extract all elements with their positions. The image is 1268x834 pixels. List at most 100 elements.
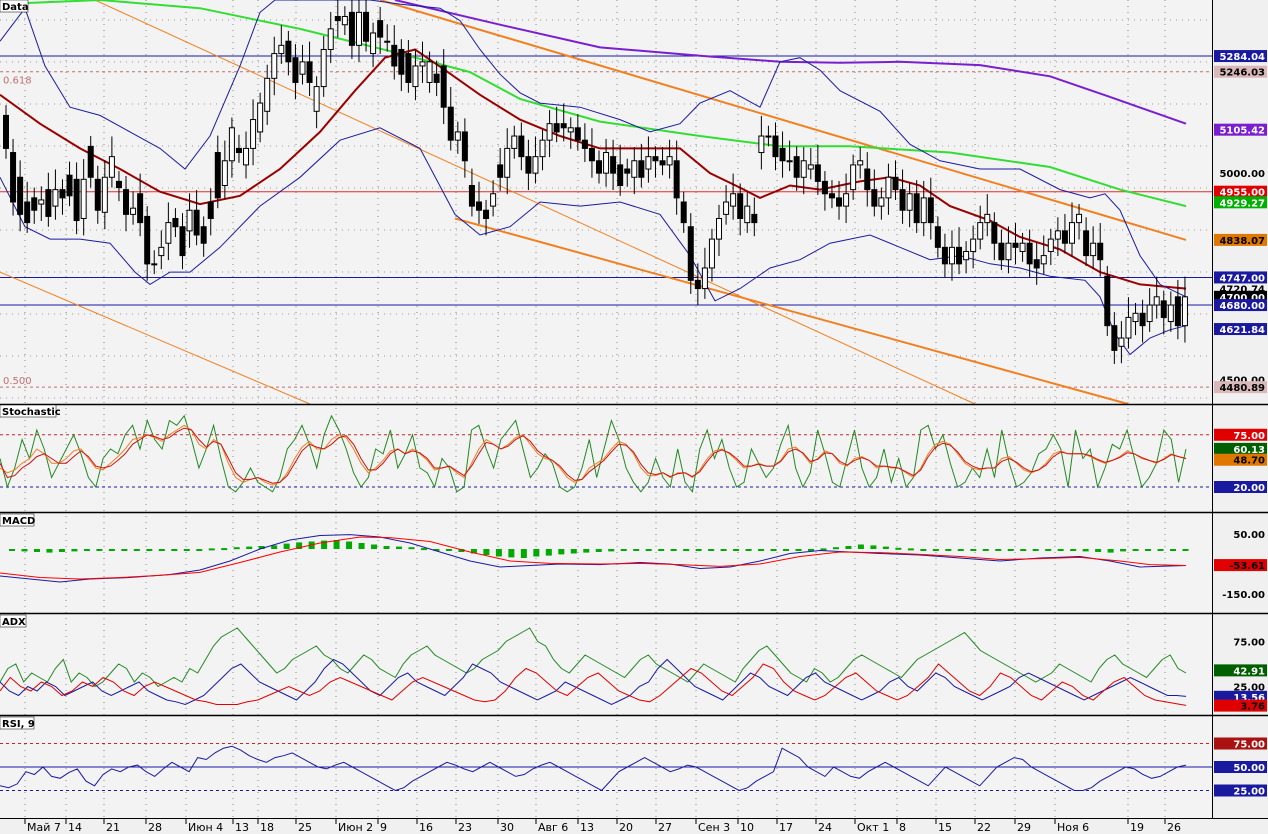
macd-histogram-bar <box>645 549 652 551</box>
adx-panel[interactable] <box>0 627 1187 706</box>
grid <box>0 0 1212 818</box>
candle-body <box>1076 213 1083 224</box>
macd-histogram-bar <box>33 549 40 552</box>
macd-histogram-bar <box>820 548 827 551</box>
price-axis-label: 4838.07 <box>1219 236 1265 247</box>
price-axis-label-bg <box>1214 271 1267 284</box>
date-label: 29 <box>1017 821 1031 834</box>
candle-body <box>1160 300 1167 318</box>
price-axis-label-bg <box>1214 299 1267 312</box>
date-label: 19 <box>1130 821 1144 834</box>
candle-body <box>384 40 391 43</box>
rsi-axis-label: 75.00 <box>1233 740 1265 751</box>
macd-histogram-bar <box>520 549 527 558</box>
stochastic-panel-title: Stochastic <box>2 407 61 418</box>
adx-panel-title: ADX <box>2 617 26 628</box>
candle-body <box>730 193 737 207</box>
candle-body <box>1104 275 1111 327</box>
candle-body <box>588 147 595 162</box>
candle-body <box>66 174 73 197</box>
macd-histogram-bar <box>695 549 702 551</box>
moving-average-line <box>394 0 1187 125</box>
candle-body <box>934 226 941 248</box>
date-label: 21 <box>106 821 120 834</box>
trendline <box>0 271 311 405</box>
stochastic-axis-label-bg <box>1214 453 1267 466</box>
candle-body <box>419 61 426 67</box>
candle-body <box>299 61 306 75</box>
macd-axis-label: -150.00 <box>1222 590 1265 601</box>
date-label: 30 <box>500 821 514 834</box>
price-axis-label: 5105.42 <box>1219 126 1265 137</box>
candle-body <box>793 156 800 178</box>
price-axis-label-bg <box>1214 185 1267 198</box>
candle-body <box>610 156 617 174</box>
macd-histogram-bar <box>620 549 627 551</box>
candle-body <box>864 168 871 191</box>
macd-histogram-bar <box>371 544 378 549</box>
candle-body <box>1125 316 1132 339</box>
candle-body <box>1097 242 1104 261</box>
candle-body <box>264 77 271 112</box>
candle-body <box>1047 238 1054 252</box>
macd-histogram-bar <box>9 549 15 551</box>
candle-body <box>723 201 730 215</box>
price-axis-label: 4680.00 <box>1219 301 1265 312</box>
candle-body <box>885 176 892 199</box>
candle-body <box>991 222 998 244</box>
macd-histogram-bar <box>857 544 864 549</box>
candle-body <box>758 135 765 154</box>
stochastic-panel[interactable] <box>0 414 1212 494</box>
macd-histogram-bar <box>570 549 577 554</box>
candle-body <box>363 11 370 42</box>
macd-panel[interactable] <box>0 534 1189 583</box>
macd-histogram-bar <box>458 549 465 552</box>
candle-body <box>927 197 934 224</box>
candle-body <box>899 189 906 211</box>
macd-histogram-bar <box>633 549 640 551</box>
macd-histogram-bar <box>533 549 540 557</box>
trendline <box>379 0 1187 241</box>
date-label: Авг 6 <box>538 821 568 834</box>
macd-histogram-bar <box>1145 549 1152 551</box>
candle-body <box>370 32 377 55</box>
price-panel[interactable]: 0.618 0.500 <box>0 0 1212 405</box>
candle-body <box>786 160 793 163</box>
candle-body <box>1146 304 1153 323</box>
price-axis-label-bg <box>1214 233 1267 246</box>
macd-histogram-bar <box>96 549 103 551</box>
candle-body <box>617 164 624 187</box>
price-axis-label: 4747.00 <box>1219 273 1265 284</box>
candle-body <box>716 217 723 240</box>
adx-axis-label-bg <box>1214 664 1267 677</box>
candle-body <box>518 135 525 158</box>
candle-body <box>490 193 497 207</box>
stochastic-axis-label-bg <box>1214 442 1267 455</box>
candle-body <box>320 48 327 88</box>
stochastic-line <box>0 414 1187 494</box>
macd-histogram-bar <box>1170 549 1177 551</box>
candle-body <box>228 127 235 162</box>
macd-histogram-bar <box>1107 549 1114 553</box>
candle-body <box>998 242 1005 261</box>
macd-histogram-bar <box>71 549 78 552</box>
candle-body <box>1181 296 1188 327</box>
macd-axis-label: -53.61 <box>1229 561 1265 572</box>
rsi-panel[interactable] <box>0 743 1212 792</box>
candle-body <box>857 160 864 166</box>
date-label: Ноя 6 <box>1057 821 1089 834</box>
price-axis-label-bg <box>1214 65 1267 78</box>
price-axis-label-bg <box>1214 123 1267 136</box>
macd-histogram-bar <box>1132 549 1139 551</box>
candle-body <box>327 28 334 50</box>
date-label: 13 <box>580 821 594 834</box>
date-label: 10 <box>740 821 754 834</box>
candle-body <box>285 40 292 63</box>
trendline <box>454 217 1129 405</box>
candle-body <box>73 178 80 222</box>
candle-body <box>892 176 899 191</box>
macd-histogram-bar <box>583 549 590 553</box>
candle-body <box>1118 337 1125 347</box>
macd-histogram-bar <box>246 546 253 549</box>
macd-histogram-bar <box>1007 549 1014 551</box>
